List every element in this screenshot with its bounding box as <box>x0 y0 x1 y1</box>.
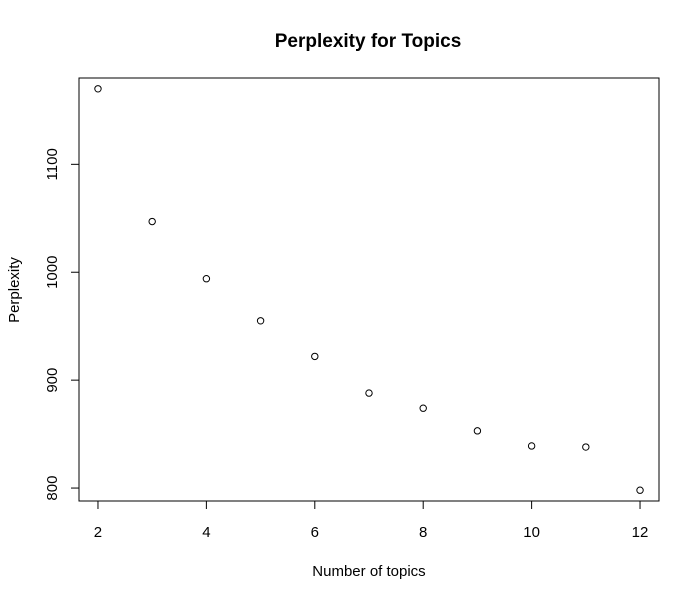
x-tick-label: 8 <box>419 524 427 541</box>
data-points <box>94 85 644 494</box>
plot-frame <box>78 77 660 502</box>
x-tick-label: 2 <box>94 524 102 541</box>
y-axis: 800 900 1000 1100 <box>44 148 80 501</box>
y-tick-label: 1000 <box>44 256 61 289</box>
x-axis-label: Number of topics <box>312 563 425 580</box>
y-tick-label: 800 <box>44 476 61 501</box>
data-point <box>202 275 211 283</box>
data-point <box>365 389 373 397</box>
x-tick-label: 10 <box>523 524 540 541</box>
data-point <box>256 317 265 325</box>
x-tick-label: 12 <box>632 524 649 541</box>
x-axis: 2 4 6 8 10 12 <box>94 500 649 541</box>
data-point <box>311 352 319 361</box>
x-tick-label: 6 <box>311 524 319 541</box>
data-point <box>582 443 590 451</box>
y-tick-label: 1100 <box>44 148 61 180</box>
data-point <box>636 486 644 494</box>
y-axis-label: Perplexity <box>6 257 23 323</box>
x-tick-label: 4 <box>202 524 210 541</box>
data-point <box>419 404 427 412</box>
data-point <box>94 85 102 93</box>
data-point <box>148 217 156 226</box>
data-point <box>527 442 536 450</box>
data-point <box>473 427 482 435</box>
y-tick-label: 900 <box>44 368 61 393</box>
chart-title: Perplexity for Topics <box>275 31 462 52</box>
